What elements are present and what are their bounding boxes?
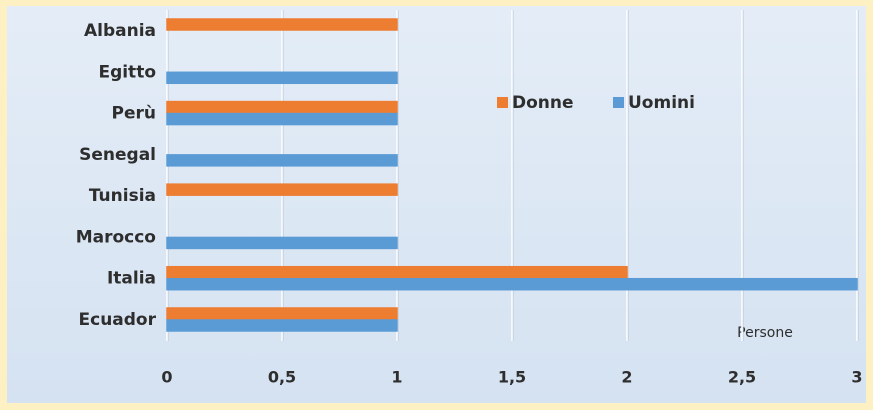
x-tick-label: 0: [161, 368, 172, 387]
legend-swatch: [497, 97, 508, 108]
category-label: Italia: [107, 269, 156, 289]
x-tick-label: 1,5: [498, 368, 526, 387]
x-tick-label: 2: [621, 368, 632, 387]
x-axis-label: Persone: [737, 325, 793, 341]
category-label: Ecuador: [79, 310, 157, 330]
bar: [166, 277, 858, 291]
bar: [166, 319, 398, 332]
category-label: Albania: [84, 21, 156, 41]
legend-label: Donne: [512, 93, 574, 113]
category-label: Egitto: [98, 62, 156, 82]
bar: [166, 265, 628, 279]
x-tick-label: 2,5: [728, 368, 756, 387]
bar: [166, 307, 398, 320]
plot-panel: [7, 6, 866, 403]
bar: [166, 71, 398, 85]
bar: [166, 154, 398, 167]
legend-swatch: [613, 97, 624, 108]
x-tick-label: 1: [391, 368, 402, 387]
category-label: Marocco: [76, 227, 156, 247]
bar: [166, 236, 398, 250]
bar: [166, 18, 398, 31]
category-label: Senegal: [79, 145, 156, 165]
category-label: Tunisia: [89, 186, 156, 206]
bar: [166, 100, 398, 114]
bar: [166, 112, 398, 126]
x-tick-label: 0,5: [268, 368, 296, 387]
x-tick-label: 3: [851, 368, 862, 387]
legend-label: Uomini: [628, 93, 695, 113]
category-label: Perù: [112, 104, 156, 124]
bar: [166, 183, 398, 196]
